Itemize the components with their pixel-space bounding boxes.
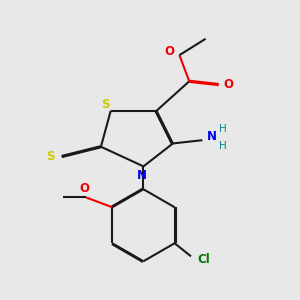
Text: N: N <box>137 169 147 182</box>
Text: S: S <box>46 150 55 163</box>
Text: O: O <box>165 45 175 58</box>
Text: H: H <box>219 141 226 151</box>
Text: Cl: Cl <box>198 253 210 266</box>
Text: H: H <box>219 124 226 134</box>
Text: S: S <box>102 98 110 111</box>
Text: O: O <box>80 182 89 195</box>
Text: O: O <box>224 78 233 91</box>
Text: N: N <box>207 130 217 143</box>
